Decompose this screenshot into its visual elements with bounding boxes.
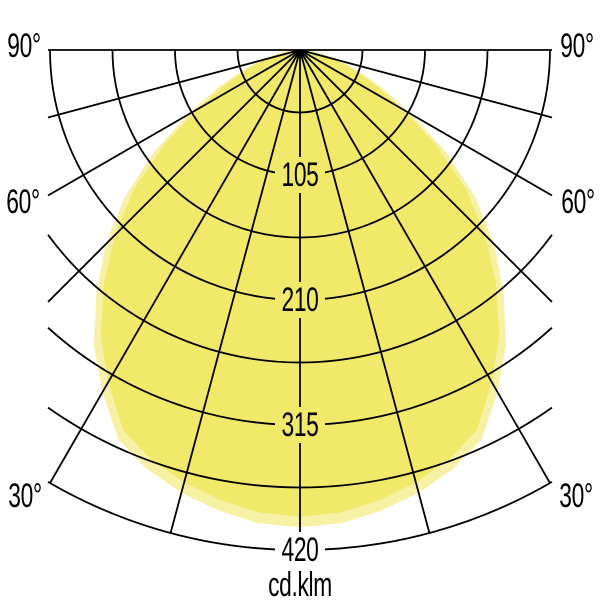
unit-label: cd.klm (268, 566, 332, 600)
grid-ray (299, 49, 553, 119)
grid-ray (49, 49, 301, 484)
angle-label-60-left: 60° (6, 183, 40, 221)
grid-ray (47, 49, 301, 303)
grid-ray (299, 49, 553, 303)
radial-tick-105: 105 (281, 156, 319, 194)
angle-label-30-right: 30° (559, 477, 593, 515)
angle-label-90-left: 90° (7, 27, 41, 65)
grid-ray (299, 49, 551, 484)
radial-tick-315: 315 (281, 406, 319, 444)
angle-label-90-right: 90° (560, 27, 594, 65)
angle-label-30-left: 30° (8, 477, 42, 515)
radial-tick-420: 420 (281, 531, 319, 569)
grid-ray (47, 49, 301, 119)
grid-ray (299, 49, 553, 197)
polar-grid (47, 49, 553, 551)
grid-ray (169, 49, 301, 534)
radial-tick-210: 210 (281, 281, 319, 319)
grid-ray (47, 49, 301, 197)
angle-label-60-right: 60° (561, 183, 595, 221)
grid-ray (299, 49, 431, 534)
